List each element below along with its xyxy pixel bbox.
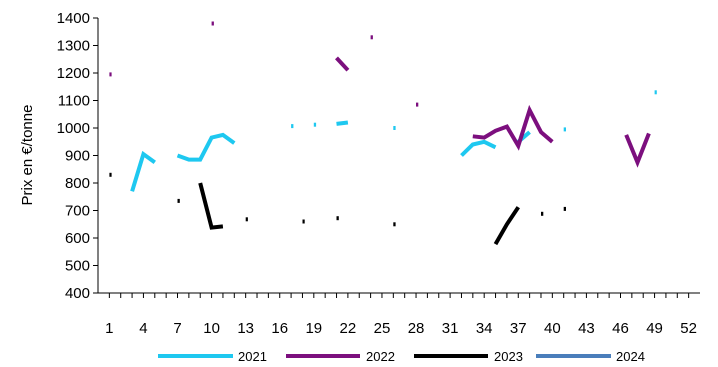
y-tick-label: 800 bbox=[65, 175, 90, 192]
series-line-2021 bbox=[336, 120, 349, 126]
y-tick-label: 600 bbox=[65, 230, 90, 247]
series-line-2021 bbox=[130, 150, 156, 192]
x-tick-label: 13 bbox=[237, 320, 254, 337]
legend-label: 2022 bbox=[366, 349, 395, 364]
y-tick-label: 900 bbox=[65, 148, 90, 165]
series-line-2023 bbox=[493, 206, 520, 246]
y-axis-label: Prix en €/tonne bbox=[19, 105, 36, 206]
x-tick-label: 1 bbox=[105, 320, 113, 337]
legend-item-2021: 2021 bbox=[158, 349, 267, 364]
x-tick-label: 31 bbox=[442, 320, 459, 337]
series-line-2022 bbox=[335, 56, 350, 72]
x-tick-label: 19 bbox=[305, 320, 322, 337]
series-line-2023 bbox=[198, 182, 224, 230]
legend-label: 2023 bbox=[494, 349, 523, 364]
legend-item-2022: 2022 bbox=[286, 349, 395, 364]
x-tick-label: 34 bbox=[476, 320, 493, 337]
x-tick-label: 22 bbox=[340, 320, 357, 337]
legend-item-2024: 2024 bbox=[536, 349, 645, 364]
series-line-2022 bbox=[472, 104, 554, 151]
legend-label: 2021 bbox=[238, 349, 267, 364]
legend-item-2023: 2023 bbox=[414, 349, 523, 364]
series-line-2022 bbox=[624, 132, 651, 168]
x-tick-label: 37 bbox=[510, 320, 527, 337]
x-tick-label: 28 bbox=[408, 320, 425, 337]
x-tick-label: 46 bbox=[612, 320, 629, 337]
x-tick-label: 40 bbox=[544, 320, 561, 337]
y-tick-label: 1100 bbox=[58, 93, 90, 110]
x-tick-label: 10 bbox=[203, 320, 220, 337]
legend-label: 2024 bbox=[616, 349, 645, 364]
series-layer bbox=[109, 21, 657, 246]
y-tick-label: 1300 bbox=[57, 38, 90, 55]
y-tick-label: 1000 bbox=[57, 120, 90, 137]
axes: 400 500 600 700 800 900 1000 1100 1200 1300 1400 1 4… bbox=[57, 10, 700, 337]
y-tick-label: 1400 bbox=[57, 10, 90, 27]
x-tick-label: 16 bbox=[271, 320, 288, 337]
x-tick-label: 43 bbox=[578, 320, 595, 337]
series-2022 bbox=[109, 21, 651, 168]
y-tick-label: 700 bbox=[65, 203, 90, 220]
x-tick-label: 7 bbox=[173, 320, 181, 337]
y-tick-label: 1200 bbox=[57, 65, 90, 82]
x-tick-label: 52 bbox=[680, 320, 697, 337]
legend: 2021 2022 2023 2024 bbox=[158, 349, 645, 364]
x-tick-label: 49 bbox=[646, 320, 663, 337]
y-tick-label: 500 bbox=[65, 258, 90, 275]
y-tick-label: 400 bbox=[65, 285, 90, 302]
series-2023 bbox=[109, 172, 566, 246]
series-line-2021 bbox=[176, 132, 236, 162]
series-line-2021 bbox=[460, 139, 497, 157]
x-tick-label: 25 bbox=[374, 320, 391, 337]
series-2021 bbox=[130, 90, 657, 192]
x-tick-label: 4 bbox=[139, 320, 147, 337]
